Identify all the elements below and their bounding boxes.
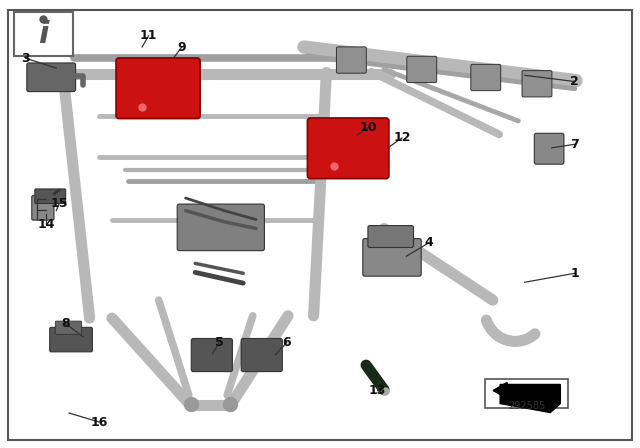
Text: 10: 10: [359, 121, 377, 134]
Text: 7: 7: [570, 138, 579, 151]
FancyBboxPatch shape: [368, 226, 413, 247]
Text: 4: 4: [424, 236, 433, 250]
Text: 11: 11: [140, 29, 157, 43]
Text: 9: 9: [177, 40, 186, 54]
FancyBboxPatch shape: [522, 71, 552, 97]
Text: 14: 14: [37, 218, 55, 232]
FancyBboxPatch shape: [177, 204, 264, 250]
FancyBboxPatch shape: [27, 63, 76, 91]
FancyBboxPatch shape: [307, 118, 389, 179]
FancyBboxPatch shape: [241, 339, 282, 371]
Text: 12: 12: [393, 131, 411, 145]
FancyBboxPatch shape: [471, 65, 500, 90]
Text: 5: 5: [214, 336, 223, 349]
FancyBboxPatch shape: [35, 189, 66, 203]
Text: 6: 6: [282, 336, 291, 349]
Text: 3: 3: [21, 52, 30, 65]
Text: 13: 13: [369, 384, 387, 397]
FancyBboxPatch shape: [55, 321, 82, 334]
Bar: [485, 379, 568, 408]
FancyBboxPatch shape: [116, 58, 200, 119]
Text: 8: 8: [61, 317, 70, 330]
Text: i: i: [38, 20, 49, 49]
Text: 2: 2: [570, 75, 579, 88]
FancyBboxPatch shape: [534, 134, 564, 164]
FancyBboxPatch shape: [191, 339, 232, 371]
Polygon shape: [493, 383, 507, 398]
FancyBboxPatch shape: [363, 239, 421, 276]
Text: 16: 16: [90, 415, 108, 429]
FancyBboxPatch shape: [32, 196, 54, 220]
FancyBboxPatch shape: [50, 327, 92, 352]
Polygon shape: [500, 384, 561, 413]
FancyBboxPatch shape: [407, 56, 436, 82]
Bar: [14, 12, 73, 56]
Text: 1: 1: [570, 267, 579, 280]
FancyBboxPatch shape: [337, 47, 366, 73]
Text: 15: 15: [50, 197, 68, 211]
Text: 292585: 292585: [508, 401, 545, 410]
